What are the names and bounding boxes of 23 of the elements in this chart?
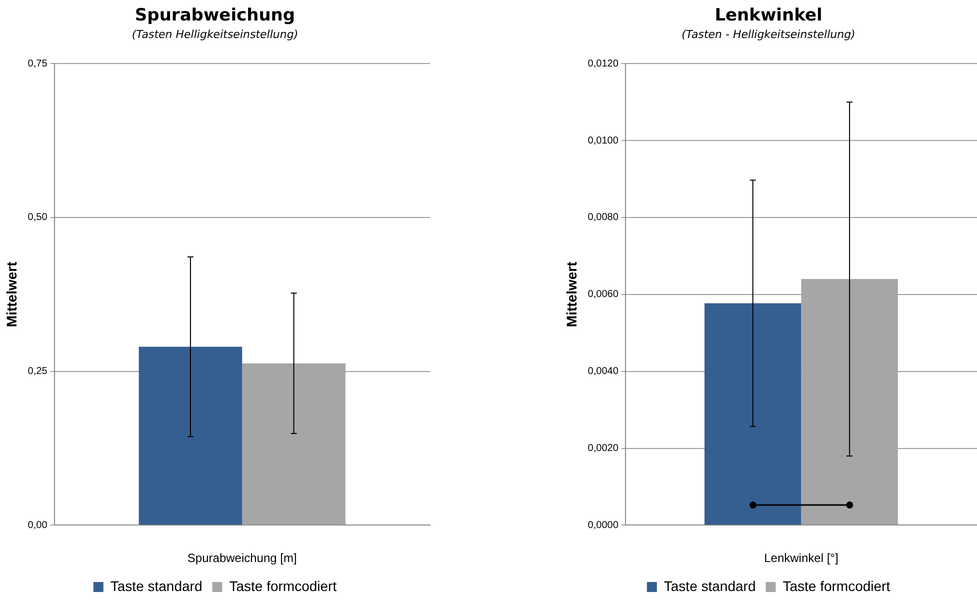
- x-axis-title: Spurabweichung [m]: [187, 551, 297, 566]
- legend-label: Taste standard: [110, 578, 202, 594]
- legend-label: Taste formcodiert: [229, 578, 337, 594]
- y-tick-label: 0,0060: [588, 289, 619, 300]
- y-tick-label: 0,0080: [588, 212, 619, 224]
- y-tick-label: 0,0000: [588, 520, 619, 531]
- chart-subtitle: (Tasten Helligkeitseinstellung): [132, 28, 298, 41]
- y-tick-label: 0,0120: [588, 58, 619, 70]
- y-axis-title: Mittelwert: [563, 261, 580, 328]
- legend-label: Taste standard: [664, 578, 756, 594]
- y-tick-label: 0,00: [28, 520, 48, 531]
- chart-title: Spurabweichung: [134, 6, 296, 26]
- y-tick-label: 0,25: [28, 366, 48, 378]
- chart-subtitle: (Tasten - Helligkeitseinstellung): [682, 28, 856, 41]
- y-tick-label: 0,0100: [588, 135, 619, 146]
- y-tick-label: 0,50: [28, 212, 48, 224]
- y-axis-title: Mittelwert: [3, 261, 20, 328]
- y-tick-label: 0,0040: [588, 366, 619, 378]
- y-tick-label: 0,75: [28, 58, 48, 70]
- legend-label: Taste formcodiert: [782, 578, 890, 594]
- y-tick-label: 0,0020: [588, 443, 619, 454]
- x-axis-title: Lenkwinkel [°]: [764, 551, 838, 566]
- chart-title: Lenkwinkel: [714, 6, 822, 26]
